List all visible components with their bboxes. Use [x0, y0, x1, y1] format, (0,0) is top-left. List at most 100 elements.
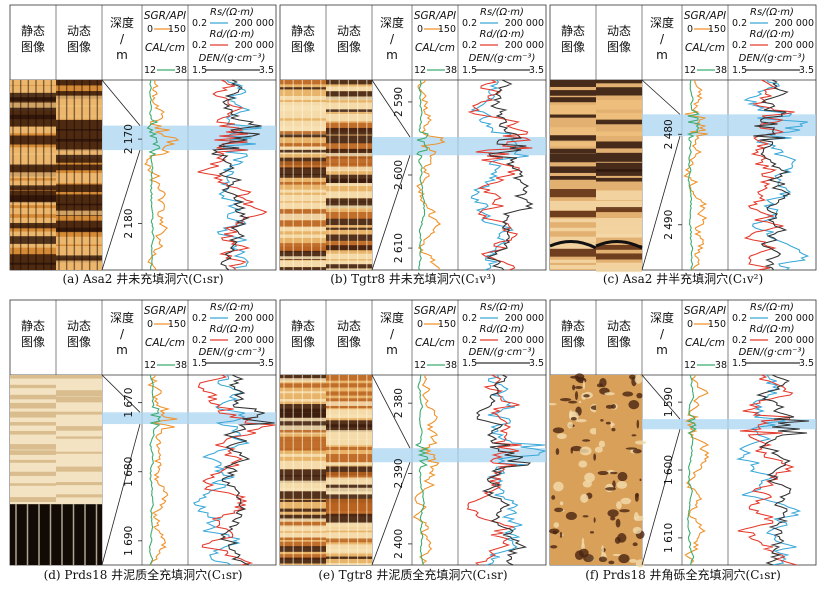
rs-scale-min: 0.2: [732, 18, 747, 29]
image-band: [56, 116, 102, 120]
image-clast: [639, 479, 641, 482]
static-image: [10, 375, 56, 565]
image-clast: [611, 423, 614, 426]
image-band: [550, 80, 596, 87]
sgr-label: SGR/API: [144, 305, 186, 317]
image-clast: [600, 419, 603, 421]
rd-scale-max: 200 000: [235, 40, 274, 51]
image-clast: [601, 545, 604, 554]
image-band: [10, 403, 56, 409]
rs-scale-min: 0.2: [192, 313, 207, 324]
image-band: [10, 263, 56, 270]
cal-scale-max: 38: [715, 65, 727, 76]
depth-label: 深度: [110, 310, 134, 325]
image-clast: [583, 380, 585, 390]
caption-d: (d) Prds18 井泥质全充填洞穴(C₁sr): [10, 566, 276, 583]
depth-tick-label: 1 670: [123, 388, 135, 418]
image-clast: [575, 386, 583, 389]
static-image-label: 静态: [21, 319, 45, 333]
image-band: [550, 176, 596, 180]
den-scale-max: 3.5: [259, 65, 274, 76]
rs-scale-min: 0.2: [462, 313, 477, 324]
image-band: [550, 260, 596, 263]
image-band: [596, 207, 642, 212]
rd-scale-min: 0.2: [192, 335, 207, 346]
sgr-scale-min: 0: [417, 24, 423, 35]
image-band: [550, 265, 596, 269]
image-band: [56, 165, 102, 171]
image-band: [56, 80, 102, 85]
depth-label: m: [656, 343, 668, 357]
image-clast: [616, 501, 622, 509]
static-image-label: 图像: [291, 40, 315, 54]
den-scale-max: 3.5: [799, 358, 814, 369]
image-band: [596, 131, 642, 136]
cal-label: CAL/cm: [685, 42, 725, 54]
image-band: [10, 115, 56, 127]
sgr-scale-max: 150: [168, 24, 186, 35]
image-band: [596, 190, 642, 200]
depth-label: 深度: [380, 15, 404, 30]
cal-scale-min: 12: [414, 65, 426, 76]
image-band: [10, 136, 56, 145]
image-clast: [556, 448, 560, 455]
image-clast: [618, 472, 628, 481]
static-image: [280, 80, 326, 270]
cal-curve: [688, 375, 696, 565]
dynamic-image-label: 图像: [67, 40, 91, 54]
image-band: [56, 237, 102, 245]
image-dark-zone: [10, 504, 56, 565]
depth-label: /: [660, 32, 665, 46]
image-band: [10, 385, 56, 388]
image-clast: [633, 527, 642, 534]
depth-tick-label: 1 690: [123, 526, 135, 556]
image-band: [10, 431, 56, 435]
image-clast: [551, 495, 555, 500]
dynamic-image-label: 图像: [67, 335, 91, 349]
caption-c: (c) Asa2 井半充填洞穴(C₁v²): [550, 270, 816, 287]
rd-scale-min: 0.2: [732, 40, 747, 51]
image-band: [550, 219, 596, 223]
correlation-line-bottom: [642, 136, 680, 270]
image-band: [10, 172, 56, 178]
image-band: [550, 115, 596, 118]
image-band: [596, 218, 642, 228]
image-clast: [590, 531, 594, 533]
rd-label: Rd/(Ω·m): [209, 324, 254, 335]
dynamic-image: [56, 375, 102, 565]
dynamic-image-label: 动态: [607, 24, 631, 38]
static-image: [10, 80, 56, 270]
rd-curve: [738, 375, 797, 565]
image-clast: [557, 433, 567, 439]
image-clast: [582, 515, 588, 517]
den-scale-max: 3.5: [529, 65, 544, 76]
image-band: [56, 139, 102, 151]
rs-label: Rs/(Ω·m): [210, 302, 254, 313]
image-clast: [549, 529, 560, 534]
image-band: [596, 87, 642, 95]
sgr-scale-min: 0: [147, 319, 153, 330]
image-clast: [629, 374, 635, 379]
depth-label: /: [660, 327, 665, 341]
cal-scale-min: 12: [414, 360, 426, 371]
image-band: [10, 223, 56, 228]
rs-scale-max: 200 000: [775, 18, 814, 29]
rd-scale-max: 200 000: [505, 40, 544, 51]
rs-scale-min: 0.2: [462, 18, 477, 29]
cal-scale-min: 12: [144, 65, 156, 76]
sgr-label: SGR/API: [144, 10, 186, 22]
image-band: [56, 467, 102, 472]
sgr-scale-min: 0: [417, 319, 423, 330]
dynamic-image: [595, 374, 647, 567]
image-band: [10, 236, 56, 244]
image-band: [550, 149, 596, 154]
image-band: [550, 228, 596, 231]
image-clast: [619, 509, 630, 512]
image-band: [10, 422, 56, 426]
image-band: [550, 166, 596, 173]
depth-label: 深度: [380, 310, 404, 325]
rs-scale-max: 200 000: [235, 18, 274, 29]
